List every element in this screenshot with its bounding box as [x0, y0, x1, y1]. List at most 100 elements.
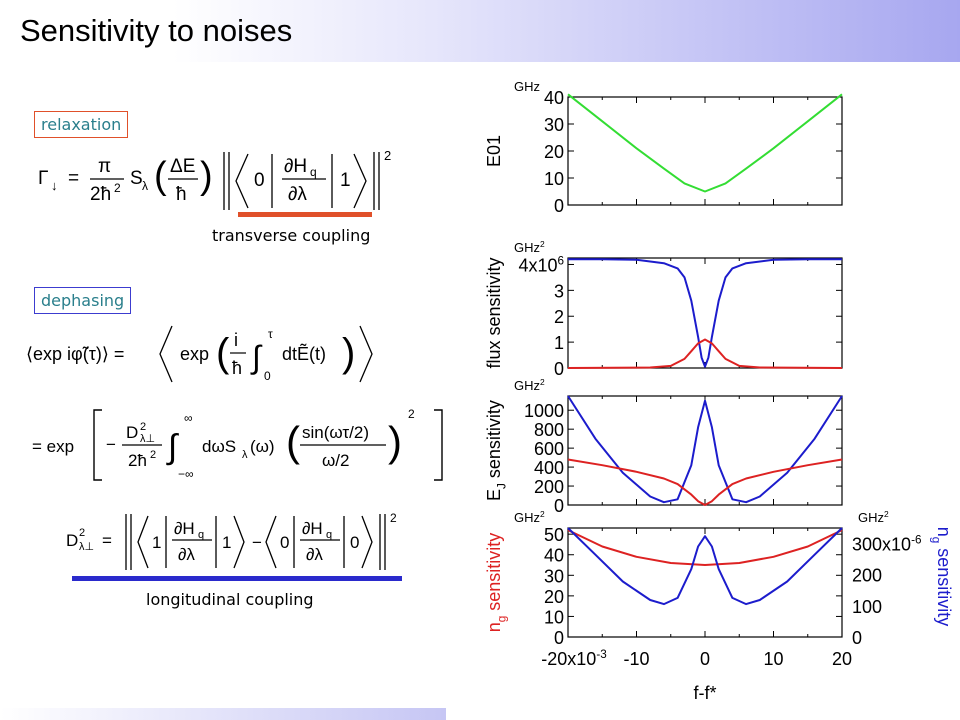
- relaxation-tag: relaxation: [34, 111, 129, 138]
- y-tick-label: 1: [554, 333, 564, 353]
- x-tick-label: 0: [700, 649, 710, 669]
- svg-text:=: =: [68, 168, 79, 189]
- dephasing-equation-2-graphic: = exp − D 2λ⊥ 2ħ 2 ∫ ∞−∞ dωS λ (ω) ( sin(ωτ/…: [32, 407, 443, 481]
- y-unit-label: GHz: [514, 79, 540, 94]
- y-tick-label: 0: [554, 196, 564, 216]
- svg-text:sin(ωτ/2): sin(ωτ/2): [302, 423, 369, 442]
- y-tick-label: 3: [554, 281, 564, 301]
- y-right-tick-label: 0: [852, 628, 862, 648]
- chart-panel-1: 0 10 20 30 40 GHz E01: [484, 79, 843, 216]
- svg-text:i: i: [234, 330, 238, 350]
- svg-text:∂λ: ∂λ: [178, 545, 195, 564]
- longitudinal-equation: D 2 λ⊥ = 1 ∂H q ∂λ 1 − 0 ∂H q ∂λ 0 2: [64, 508, 444, 574]
- svg-text:1: 1: [340, 170, 351, 191]
- series-line-1: [567, 395, 843, 504]
- y-tick-label: 10: [544, 169, 564, 189]
- y-tick-label: 30: [544, 115, 564, 135]
- svg-text:2: 2: [390, 511, 397, 525]
- y-tick-label: 0: [554, 496, 564, 516]
- svg-text:q: q: [198, 529, 204, 541]
- y-tick-label: 0: [554, 359, 564, 379]
- x-axis-label: f-f*: [693, 683, 716, 703]
- svg-text:2: 2: [384, 148, 391, 163]
- y-tick-label: 40: [544, 88, 564, 108]
- svg-text:2ħ: 2ħ: [90, 184, 111, 205]
- svg-text:∫: ∫: [250, 339, 263, 375]
- svg-text:exp: exp: [180, 344, 209, 364]
- plot-frame: [567, 395, 843, 506]
- svg-text:D: D: [66, 531, 78, 550]
- plot-frame: [567, 96, 843, 206]
- y-right-tick-label: 300x10-6: [852, 533, 921, 554]
- footer-bar: [0, 708, 446, 720]
- svg-text:λ⊥: λ⊥: [140, 433, 155, 445]
- series-line-1: [567, 529, 843, 566]
- series-line-2: [567, 458, 843, 506]
- svg-text:(ω): (ω): [250, 437, 275, 456]
- svg-text:π: π: [98, 156, 111, 177]
- svg-text:0: 0: [350, 533, 359, 552]
- y-unit-label: GHz2: [514, 239, 545, 255]
- series-line-2: [567, 338, 843, 369]
- svg-text:0: 0: [254, 170, 265, 191]
- y-right-axis-label: ng sensitivity: [930, 527, 954, 627]
- y-right-tick-label: 100: [852, 597, 882, 617]
- svg-text:∂H: ∂H: [174, 519, 195, 538]
- y-tick-label: 600: [534, 439, 564, 459]
- y-right-tick-label: 200: [852, 566, 882, 586]
- svg-text:↓: ↓: [51, 178, 58, 193]
- y-tick-label: 800: [534, 420, 564, 440]
- longitudinal-equation-graphic: D 2λ⊥ = 1 ∂H q ∂λ 1 − 0 ∂H q ∂λ 0 2: [66, 511, 397, 570]
- svg-text:2: 2: [79, 527, 85, 539]
- svg-text:−: −: [252, 533, 262, 552]
- transverse-underline: [238, 212, 372, 217]
- plot-frame: [567, 257, 843, 369]
- svg-text:S: S: [130, 168, 143, 189]
- svg-text:∂H: ∂H: [284, 156, 307, 177]
- x-tick-label: 10: [763, 649, 783, 669]
- series-line-2: [567, 527, 843, 606]
- svg-text:2: 2: [140, 421, 146, 433]
- svg-text:0: 0: [264, 369, 271, 383]
- series-line-1: [567, 93, 843, 193]
- svg-text:2: 2: [408, 407, 415, 421]
- svg-text:2: 2: [114, 181, 121, 195]
- y-tick-label: 2: [554, 307, 564, 327]
- x-tick-label: -20x10-3: [541, 648, 606, 669]
- y-tick-label: 4x106: [518, 254, 564, 275]
- longitudinal-caption: longitudinal coupling: [146, 590, 314, 609]
- svg-text:ΔE: ΔE: [170, 156, 195, 177]
- svg-text:dtẼ(t): dtẼ(t): [282, 343, 326, 364]
- slide-title: Sensitivity to noises: [20, 13, 293, 48]
- y-tick-label: 30: [544, 566, 564, 586]
- svg-text:∞: ∞: [184, 411, 193, 425]
- dephasing-equation-1-graphic: ⟨exp iφ̃(τ)⟩ = exp ( i ħ ∫ τ 0 dtẼ(t) ): [26, 325, 373, 383]
- y-axis-label: flux sensitivity: [484, 257, 504, 368]
- y-tick-label: 20: [544, 142, 564, 162]
- dephasing-tag: dephasing: [34, 287, 132, 314]
- svg-text:∂λ: ∂λ: [288, 184, 307, 205]
- svg-text:0: 0: [280, 533, 289, 552]
- svg-text:): ): [388, 418, 402, 465]
- svg-text:τ: τ: [268, 327, 273, 341]
- y-tick-label: 40: [544, 546, 564, 566]
- svg-text:dωS: dωS: [202, 437, 236, 456]
- x-tick-label: 20: [832, 649, 852, 669]
- svg-text:1: 1: [152, 533, 161, 552]
- svg-text:λ⊥: λ⊥: [79, 541, 94, 553]
- svg-text:(: (: [216, 331, 230, 375]
- y-tick-label: 400: [534, 458, 564, 478]
- svg-text:(: (: [286, 418, 300, 465]
- svg-text:(: (: [154, 155, 167, 197]
- y-tick-label: 20: [544, 587, 564, 607]
- longitudinal-underline: [72, 576, 402, 581]
- y-right-unit-label: GHz2: [858, 509, 889, 525]
- y-unit-label: GHz2: [514, 377, 545, 393]
- y-tick-label: 200: [534, 477, 564, 497]
- y-tick-label: 1000: [524, 401, 564, 421]
- y-unit-label: GHz2: [514, 509, 545, 525]
